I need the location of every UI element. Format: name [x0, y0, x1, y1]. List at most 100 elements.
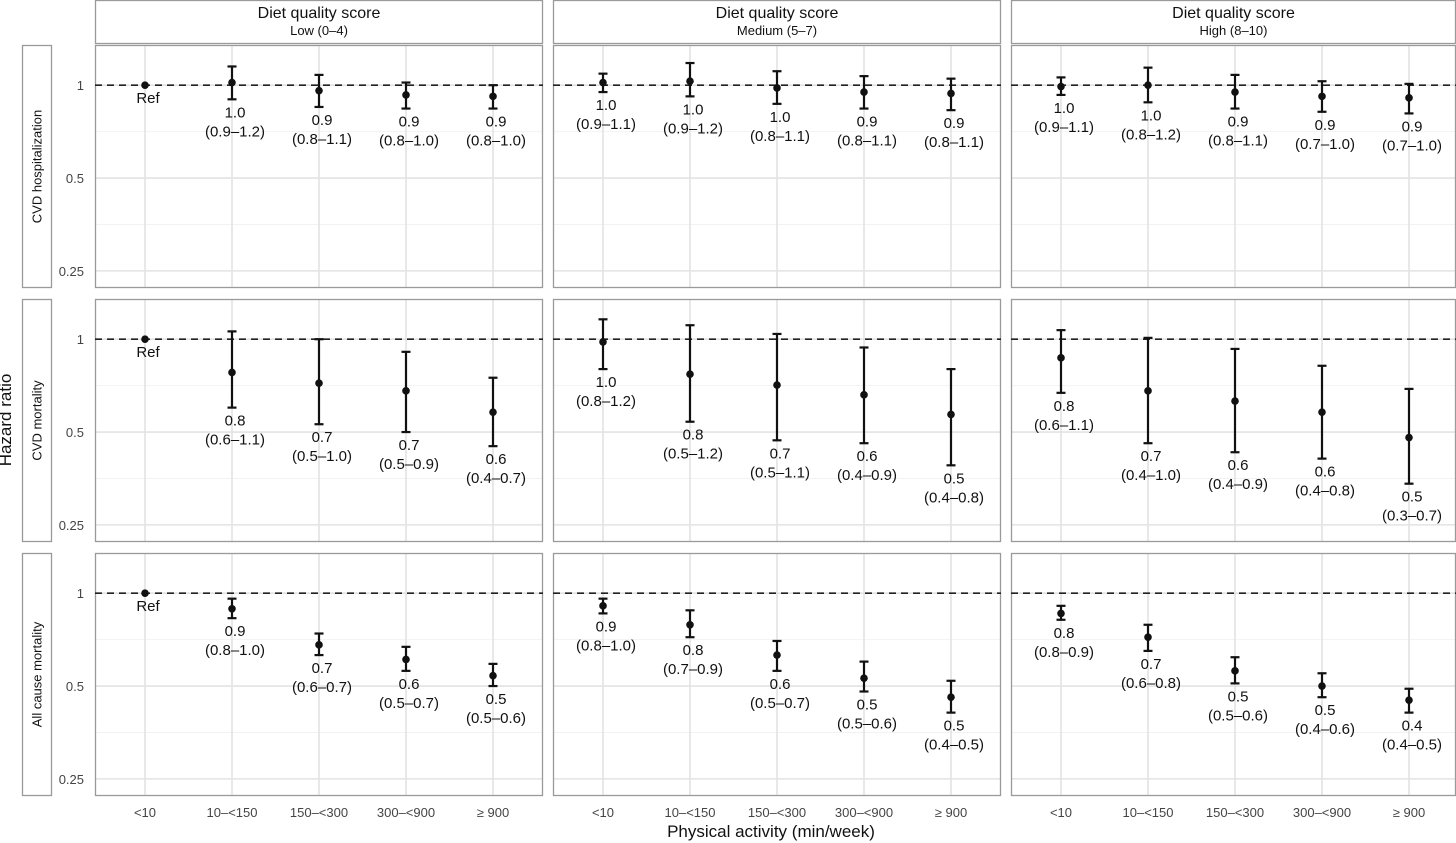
hazard-ratio-label: 0.9: [399, 114, 420, 131]
hazard-ratio-label: 1.0: [596, 97, 617, 114]
panel-0-0: Ref 1.0 (0.9–1.2) 0.9 (0.8–1.1) 0.9 (0.8–1.0) 0…: [94, 44, 544, 289]
panel-border: [94, 552, 544, 797]
confidence-interval-label: (0.9–1.2): [663, 120, 723, 137]
point-estimate: [947, 693, 955, 702]
x-tick-label: 150–<300: [1206, 805, 1264, 820]
y-tick-label: 1: [77, 586, 84, 601]
confidence-interval-label: (0.5–1.2): [663, 446, 723, 463]
confidence-interval-label: (0.7–0.9): [663, 661, 723, 678]
confidence-interval-label: (0.8–1.1): [837, 133, 897, 150]
y-tick-label: 1: [77, 78, 84, 93]
column-strip-subtitle: High (8–10): [1200, 23, 1268, 38]
hazard-ratio-label: 0.6: [1315, 464, 1336, 481]
confidence-interval-label: (0.8–1.1): [750, 128, 810, 145]
hazard-ratio-label: 0.8: [683, 642, 704, 659]
column-strip-title: Diet quality score: [258, 5, 381, 22]
hazard-ratio-label: 0.7: [399, 437, 420, 454]
hazard-ratio-label: 1.0: [225, 104, 246, 121]
panel-border: [94, 44, 544, 289]
hazard-ratio-label: 1.0: [770, 109, 791, 126]
confidence-interval-label: (0.6–0.7): [292, 679, 352, 696]
point-estimate: [1144, 81, 1152, 89]
panel-border: [1010, 552, 1456, 797]
y-tick-label: 0.25: [59, 518, 84, 533]
hazard-ratio-label: 0.7: [312, 429, 333, 446]
confidence-interval-label: (0.9–1.1): [1034, 119, 1094, 136]
hazard-ratio-label: 0.6: [1228, 457, 1249, 474]
confidence-interval-label: (0.8–1.2): [1121, 126, 1181, 143]
point-estimate: [773, 381, 781, 389]
y-tick-label: 1: [77, 332, 84, 347]
point-estimate: [315, 379, 323, 387]
point-estimate: [1318, 92, 1326, 101]
hazard-ratio-label: 0.9: [225, 623, 246, 640]
hazard-ratio-label: 0.9: [1402, 118, 1423, 135]
point-estimate: [1318, 408, 1326, 416]
confidence-interval-label: (0.5–0.6): [1208, 707, 1268, 724]
confidence-interval-label: (0.5–1.1): [750, 464, 810, 481]
x-tick-label: <10: [1050, 805, 1072, 820]
hazard-ratio-label: 0.9: [944, 115, 965, 132]
x-tick-label: 300–<900: [1293, 805, 1351, 820]
confidence-interval-label: (0.6–1.1): [205, 432, 265, 449]
row-strip-label: All cause mortality: [29, 621, 44, 727]
confidence-interval-label: (0.8–1.1): [924, 134, 984, 151]
hazard-ratio-label: 0.5: [857, 697, 878, 714]
point-estimate: [1231, 88, 1239, 96]
hazard-ratio-label: 0.5: [1402, 489, 1423, 506]
point-estimate: [1231, 397, 1239, 405]
confidence-interval-label: (0.4–0.5): [924, 737, 984, 754]
y-tick-label: 0.5: [66, 425, 84, 440]
point-estimate: [228, 368, 236, 377]
point-estimate: [1057, 354, 1065, 362]
panel-border: [552, 552, 1002, 797]
point-estimate: [599, 602, 607, 610]
y-tick-label: 0.25: [59, 264, 84, 279]
hazard-ratio-label: 0.9: [857, 114, 878, 131]
column-strip-0: [94, 0, 544, 45]
point-estimate: [860, 391, 868, 399]
confidence-interval-label: (0.8–1.0): [379, 133, 439, 150]
point-estimate: [860, 674, 868, 683]
confidence-interval-label: (0.8–1.0): [205, 642, 265, 659]
hazard-ratio-label: 0.9: [486, 114, 507, 131]
confidence-interval-label: (0.5–1.0): [292, 448, 352, 465]
x-tick-label: <10: [592, 805, 614, 820]
point-estimate: [686, 370, 694, 379]
point-estimate: [1405, 94, 1413, 102]
x-tick-label: 150–<300: [290, 805, 348, 820]
column-strip-subtitle: Low (0–4): [290, 23, 348, 38]
x-tick-label: 10–<150: [665, 805, 716, 820]
hazard-ratio-label: 0.7: [312, 660, 333, 677]
point-estimate: [860, 88, 868, 96]
x-axis-title: Physical activity (min/week): [667, 822, 875, 841]
hazard-ratio-label: 0.7: [1141, 448, 1162, 465]
point-estimate: [686, 77, 694, 86]
x-tick-label: ≥ 900: [477, 805, 509, 820]
confidence-interval-label: (0.5–0.6): [466, 710, 526, 727]
panel-border: [552, 298, 1002, 543]
panel-0-1: 1.0 (0.9–1.1) 1.0 (0.9–1.2) 1.0 (0.8–1.1) 0.9 (…: [552, 44, 1002, 289]
point-estimate: [315, 641, 323, 649]
x-tick-label: 300–<900: [835, 805, 893, 820]
point-estimate: [773, 84, 781, 92]
confidence-interval-label: (0.8–1.0): [466, 133, 526, 150]
point-estimate: [947, 410, 955, 419]
hazard-ratio-label: 0.5: [944, 470, 965, 487]
point-estimate: [1057, 609, 1065, 618]
hazard-ratio-label: 0.8: [1054, 398, 1075, 415]
confidence-interval-label: (0.5–0.6): [837, 716, 897, 733]
panel-2-1: 0.9 (0.8–1.0) 0.8 (0.7–0.9) 0.6 (0.5–0.7) 0.5 (…: [552, 552, 1002, 797]
hazard-ratio-label: 0.5: [1315, 702, 1336, 719]
point-estimate: [1405, 433, 1413, 442]
row-strip-1: [21, 298, 53, 543]
panel-0-2: 1.0 (0.9–1.1) 1.0 (0.8–1.2) 0.9 (0.8–1.1) 0.9 (…: [1010, 44, 1456, 289]
confidence-interval-label: (0.5–0.7): [379, 695, 439, 712]
panel-1-2: 0.8 (0.6–1.1) 0.7 (0.4–1.0) 0.6 (0.4–0.9) 0.6 (…: [1010, 298, 1456, 543]
point-estimate: [599, 338, 607, 346]
hazard-ratio-label: 1.0: [1054, 100, 1075, 117]
confidence-interval-label: (0.8–0.9): [1034, 644, 1094, 661]
x-tick-label: 10–<150: [1123, 805, 1174, 820]
panel-2-0: Ref 0.9 (0.8–1.0) 0.7 (0.6–0.7) 0.6 (0.5–0.7) 0…: [94, 552, 544, 797]
